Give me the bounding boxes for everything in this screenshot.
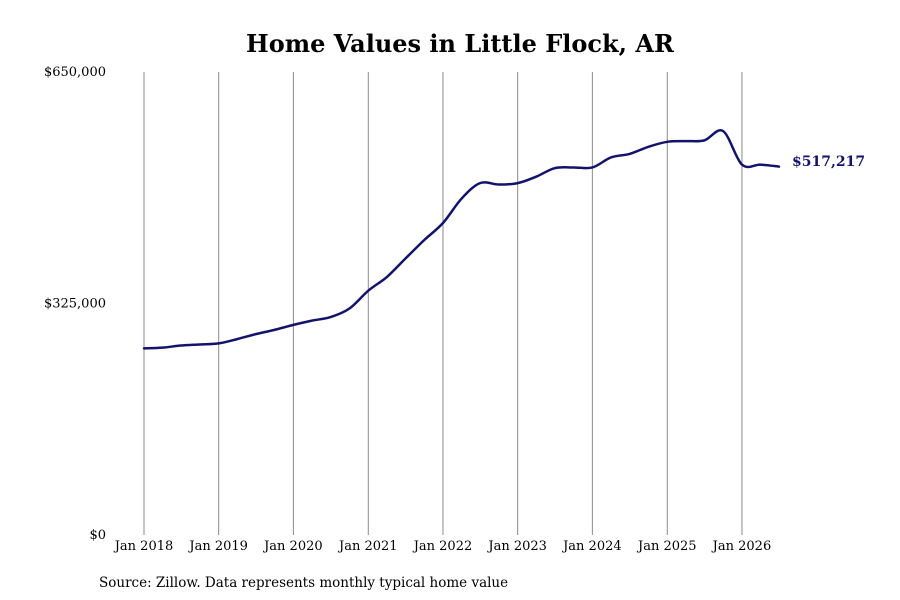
x-tick-label: Jan 2019 xyxy=(187,539,248,554)
end-value-label: $517,217 xyxy=(792,154,865,170)
y-tick-label: $650,000 xyxy=(44,65,106,80)
y-axis-tick-labels: $0 $325,000 $650,000 xyxy=(44,65,106,543)
x-tick-label: Jan 2025 xyxy=(636,539,697,554)
vertical-gridlines xyxy=(143,72,743,535)
x-tick-label: Jan 2021 xyxy=(337,539,398,554)
x-tick-label: Jan 2022 xyxy=(412,539,473,554)
x-tick-label: Jan 2024 xyxy=(561,539,622,554)
source-note: Source: Zillow. Data represents monthly … xyxy=(99,575,508,591)
x-tick-label: Jan 2026 xyxy=(711,539,772,554)
y-tick-label: $325,000 xyxy=(44,297,106,312)
series-line-0 xyxy=(142,129,781,350)
y-tick-label: $0 xyxy=(89,528,106,543)
chart-title: Home Values in Little Flock, AR xyxy=(246,29,675,58)
series-layer xyxy=(142,129,781,350)
x-axis-tick-labels: Jan 2018 Jan 2019 Jan 2020 Jan 2021 Jan 2022… xyxy=(113,539,772,554)
x-tick-label: Jan 2023 xyxy=(486,539,547,554)
x-tick-label: Jan 2020 xyxy=(262,539,323,554)
x-tick-label: Jan 2018 xyxy=(113,539,174,554)
